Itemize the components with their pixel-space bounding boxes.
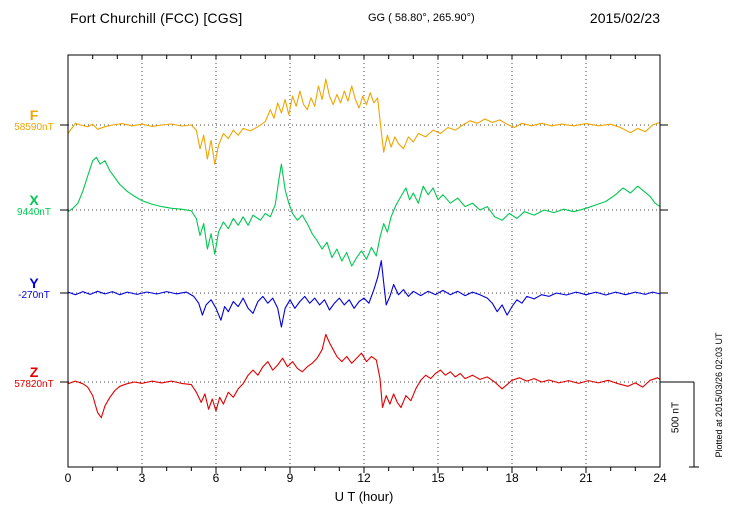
trace-label-F: F 58590nT [4, 108, 64, 133]
xtick-label-0: 0 [64, 471, 72, 485]
trace-F [67, 78, 661, 165]
scale-bar-label: 500 nT [670, 401, 682, 434]
xaxis-title: U T (hour) [334, 489, 394, 504]
plotted-at-note: Plotted at 2015/03/26 02:03 UT [714, 332, 724, 458]
xtick-label-12: 12 [357, 471, 371, 485]
xtick-label-6: 6 [212, 471, 220, 485]
trace-letter-F: F [29, 107, 39, 123]
trace-baseline-value-Y: -270nT [18, 289, 50, 301]
trace-baseline-value-X: 9440nT [17, 206, 51, 218]
plot-frame [67, 54, 661, 468]
trace-label-Z: Z 57820nT [4, 365, 64, 390]
trace-label-Y: Y -270nT [4, 276, 64, 301]
xtick-label-9: 9 [286, 471, 294, 485]
xtick-label-15: 15 [431, 471, 445, 485]
trace-baseline-value-Z: 57820nT [14, 378, 54, 390]
geographic-coords: GG ( 58.80°, 265.90°) [368, 12, 475, 24]
trace-X [67, 156, 661, 267]
xtick-label-18: 18 [505, 471, 519, 485]
trace-letter-X: X [29, 192, 39, 208]
trace-Y [67, 260, 661, 328]
trace-label-X: X 9440nT [4, 193, 64, 218]
plot-date: 2015/02/23 [589, 10, 660, 26]
trace-letter-Z: Z [29, 364, 39, 380]
trace-baseline-value-F: 58590nT [14, 121, 54, 133]
xtick-label-21: 21 [579, 471, 593, 485]
station-title: Fort Churchill (FCC) [CGS] [70, 10, 243, 26]
trace-letter-Y: Y [29, 275, 39, 291]
xtick-label-3: 3 [138, 471, 146, 485]
xtick-label-24: 24 [653, 471, 667, 485]
trace-Z [67, 333, 661, 419]
